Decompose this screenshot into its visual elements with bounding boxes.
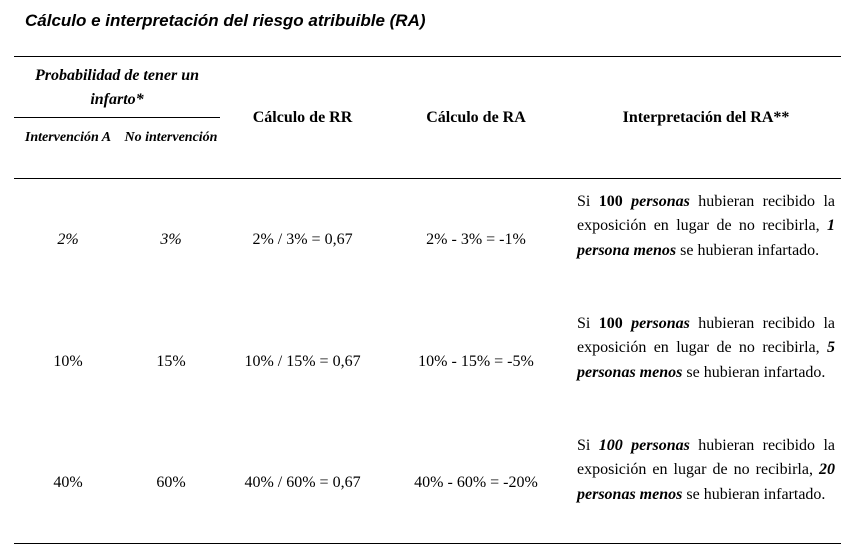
cell-no: 15% xyxy=(156,353,186,370)
cell-ra: 10% - 15% = -5% xyxy=(418,353,534,370)
header-sub-rule xyxy=(14,117,220,118)
cell-no: 3% xyxy=(160,231,182,248)
page-title: Cálculo e interpretación del riesgo atri… xyxy=(25,11,426,30)
header-col-no: No intervención xyxy=(124,130,218,145)
header-col-ra: Cálculo de RA xyxy=(426,109,526,126)
cell-rr: 40% / 60% = 0,67 xyxy=(244,474,361,491)
cell-interp: Si 100 personas hubieran recibido la exp… xyxy=(577,193,835,259)
cell-a: 10% xyxy=(53,353,83,370)
header-bottom-rule xyxy=(14,178,841,179)
cell-rr: 2% / 3% = 0,67 xyxy=(252,231,353,248)
cell-a: 40% xyxy=(53,474,83,491)
table-top-rule xyxy=(14,56,841,57)
cell-ra: 40% - 60% = -20% xyxy=(414,474,538,491)
cell-rr: 10% / 15% = 0,67 xyxy=(244,353,361,370)
header-prob-group: Probabilidad de tener un infarto* xyxy=(34,67,199,108)
header-col-interp: Interpretación del RA** xyxy=(622,109,790,126)
cell-no: 60% xyxy=(156,474,186,491)
header-col-rr: Cálculo de RR xyxy=(252,109,353,126)
cell-a: 2% xyxy=(57,231,79,248)
cell-ra: 2% - 3% = -1% xyxy=(426,231,526,248)
cell-interp: Si 100 personas hubieran recibido la exp… xyxy=(577,315,835,381)
cell-interp: Si 100 personas hubieran recibido la exp… xyxy=(577,437,835,503)
table-bottom-rule xyxy=(14,543,841,544)
header-col-a: Intervención A xyxy=(24,130,112,145)
